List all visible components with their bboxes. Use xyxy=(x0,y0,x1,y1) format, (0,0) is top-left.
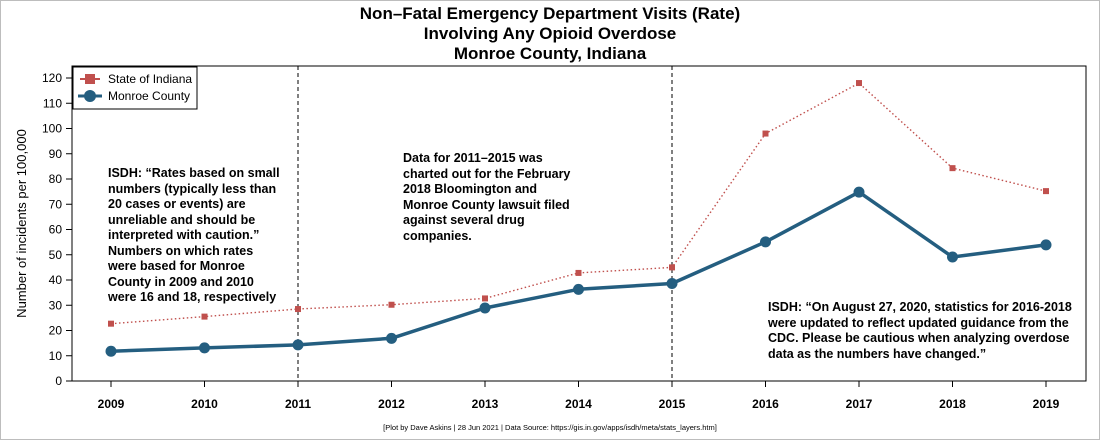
footer-credit: [Plot by Dave Askins | 28 Jun 2021 | Dat… xyxy=(383,423,717,432)
legend-label-monroe: Monroe County xyxy=(108,89,190,103)
data-point-monroe xyxy=(947,251,958,263)
x-tick-label: 2011 xyxy=(285,397,311,411)
x-tick-label: 2013 xyxy=(472,397,499,411)
y-axis-label: Number of incidents per 100,000 xyxy=(14,129,29,318)
vertical-markers xyxy=(297,66,673,381)
legend-marker-monroe xyxy=(84,90,96,102)
title-line-1: Non–Fatal Emergency Department Visits (R… xyxy=(359,4,741,23)
annotation-small-numbers: ISDH: “Rates based on small numbers (typ… xyxy=(108,166,280,304)
x-tick-label: 2012 xyxy=(378,397,405,411)
data-point-monroe xyxy=(199,342,210,354)
y-tick-label: 80 xyxy=(49,172,63,186)
y-tick-label: 40 xyxy=(49,273,63,287)
data-point-indiana xyxy=(949,165,956,172)
x-tick-label: 2015 xyxy=(659,397,686,411)
data-point-indiana xyxy=(762,130,769,137)
y-tick-label: 20 xyxy=(49,324,63,338)
data-point-indiana xyxy=(388,301,395,308)
data-point-monroe xyxy=(292,339,304,351)
y-tick-label: 110 xyxy=(43,96,62,110)
x-tick-label: 2018 xyxy=(939,397,966,411)
data-point-indiana xyxy=(856,80,862,87)
y-tick-label: 70 xyxy=(49,197,63,211)
legend: State of Indiana Monroe County xyxy=(72,66,198,110)
x-tick-label: 2016 xyxy=(752,397,779,411)
y-tick-label: 50 xyxy=(49,248,63,262)
y-axis: 0 10 20 30 40 50 60 70 80 90 100 110 120 xyxy=(42,71,72,388)
annotation-cdc-update: ISDH: “On August 27, 2020, statistics fo… xyxy=(768,300,1072,361)
y-tick-label: 30 xyxy=(49,298,63,312)
y-tick-label: 60 xyxy=(49,223,63,237)
x-tick-label: 2017 xyxy=(846,397,873,411)
chart-title: Non–Fatal Emergency Department Visits (R… xyxy=(0,4,1100,64)
title-line-2: Involving Any Opioid Overdose xyxy=(423,24,677,43)
x-tick-label: 2019 xyxy=(1033,397,1060,411)
data-point-monroe xyxy=(760,236,771,248)
data-point-indiana xyxy=(295,306,301,313)
y-tick-label: 90 xyxy=(49,147,63,161)
x-tick-label: 2010 xyxy=(191,397,218,411)
x-tick-label: 2014 xyxy=(565,397,592,411)
y-tick-label: 100 xyxy=(42,122,62,136)
legend-label-indiana: State of Indiana xyxy=(108,72,192,86)
legend-marker-indiana xyxy=(85,74,95,84)
data-point-monroe xyxy=(479,302,491,314)
data-point-monroe xyxy=(1040,239,1052,251)
data-point-monroe xyxy=(105,345,117,357)
data-point-monroe xyxy=(386,332,397,344)
data-point-monroe xyxy=(666,278,678,290)
data-point-indiana xyxy=(1043,188,1049,195)
series-line-indiana xyxy=(110,82,1047,325)
data-point-indiana xyxy=(201,313,208,320)
data-point-indiana xyxy=(482,295,488,302)
data-point-indiana xyxy=(575,269,582,276)
data-point-monroe xyxy=(573,283,584,295)
y-tick-label: 120 xyxy=(42,71,62,85)
y-tick-label: 0 xyxy=(55,374,62,388)
title-line-3: Monroe County, Indiana xyxy=(453,44,647,63)
series-layer xyxy=(105,80,1052,357)
annotation-lawsuit: Data for 2011–2015 was charted out for t… xyxy=(403,151,571,243)
data-point-monroe xyxy=(853,186,865,198)
y-tick-label: 10 xyxy=(49,349,63,363)
data-point-indiana xyxy=(108,320,114,327)
x-tick-label: 2009 xyxy=(98,397,125,411)
x-axis: 2009 2010 2011 2012 2013 2014 2015 2016 2017 2018… xyxy=(98,381,1060,411)
data-point-indiana xyxy=(669,264,675,271)
